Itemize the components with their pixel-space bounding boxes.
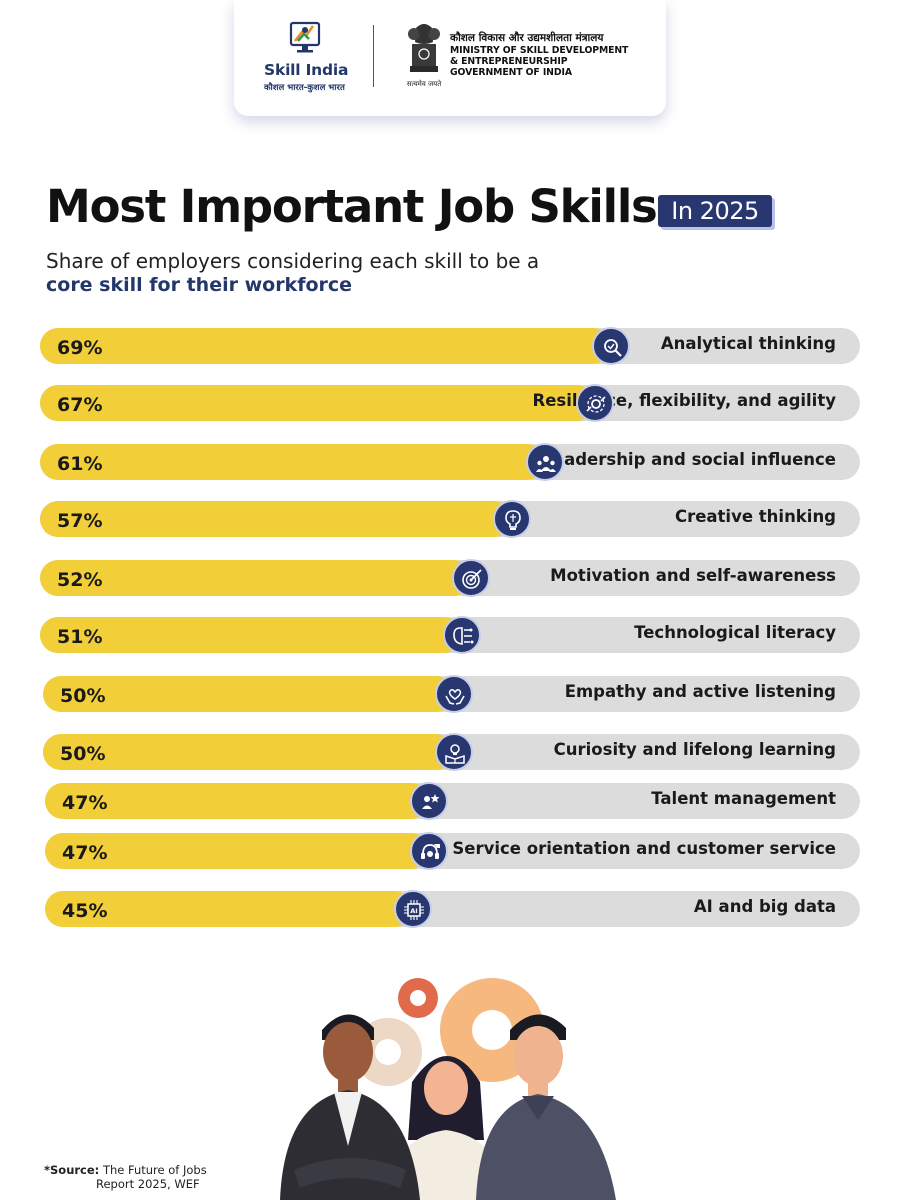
bar-category-label: Talent management — [651, 789, 836, 808]
ai-chip-icon: AI — [393, 890, 432, 928]
magnifier-brain-icon — [592, 327, 631, 365]
people-with-gears-illustration — [280, 978, 616, 1200]
skill-india-logo: Skill India कौशल भारत-कुशल भारत — [256, 20, 356, 100]
bar-fill — [40, 501, 512, 537]
svg-text:AI: AI — [410, 907, 417, 915]
bar-fill — [45, 833, 430, 869]
man-left-figure — [280, 1014, 420, 1200]
small-red-gear-icon — [398, 978, 438, 1018]
bar-fill — [40, 444, 546, 480]
book-lightbulb-icon — [435, 733, 473, 771]
target-arrow-icon — [451, 559, 490, 597]
bar-fill — [43, 676, 454, 712]
bar-category-label: Creative thinking — [674, 507, 836, 526]
chart-subtitle-line-2: core skill for their workforce — [46, 274, 353, 296]
bar-fill — [43, 734, 454, 770]
bar-value-label: 61% — [57, 453, 103, 475]
chart-subtitle-line-1: Share of employers considering each skil… — [46, 249, 540, 273]
source-prefix: *Source: — [44, 1163, 100, 1177]
header-divider — [373, 25, 374, 87]
ministry-name-line-1: MINISTRY OF SKILL DEVELOPMENT — [450, 45, 629, 56]
ministry-name-hindi: कौशल विकास और उद्यमशीलता मंत्रालय — [450, 32, 604, 44]
bar-row: 50% Curiosity and lifelong learning — [43, 733, 860, 771]
chart-title: Most Important Job Skills — [46, 180, 658, 233]
bar-row: 50% Empathy and active listening — [43, 675, 860, 713]
bar-value-label: 51% — [57, 626, 103, 648]
bar-fill — [40, 560, 471, 596]
bar-row: 67% Resilience, flexibility, and agility — [40, 384, 860, 422]
bar-row: 51% Technological literacy — [40, 616, 860, 654]
bar-row: 45% AI and big data AI — [45, 890, 860, 928]
bar-value-label: 45% — [62, 900, 108, 922]
bar-category-label: Motivation and self-awareness — [550, 566, 836, 585]
bar-row: 52% Motivation and self-awareness — [40, 559, 860, 597]
ministry-name-line-3: GOVERNMENT OF INDIA — [450, 67, 572, 78]
emblem-motto: सत्यमेव जयते — [406, 80, 442, 88]
header-card: Skill India कौशल भारत-कुशल भारत सत्यमेव … — [234, 0, 666, 116]
skill-india-tagline: कौशल भारत-कुशल भारत — [264, 83, 345, 93]
circuit-brain-icon — [443, 616, 482, 654]
bar-value-label: 69% — [57, 337, 103, 359]
bar-category-label: AI and big data — [693, 897, 836, 916]
bar-category-label: Service orientation and customer service — [452, 839, 836, 858]
source-note: *Source: The Future of Jobs Report 2025,… — [44, 1163, 244, 1191]
bar-fill — [40, 617, 463, 653]
man-right-figure — [476, 1014, 616, 1200]
bar-category-label: Analytical thinking — [660, 334, 836, 353]
bar-fill — [40, 385, 595, 421]
team-leader-icon — [526, 443, 565, 481]
skill-india-monitor-icon — [289, 21, 321, 53]
bar-value-label: 67% — [57, 394, 103, 416]
bar-fill — [45, 891, 413, 927]
bar-value-label: 52% — [57, 569, 103, 591]
bar-category-label: Technological literacy — [634, 623, 836, 642]
bar-value-label: 50% — [60, 685, 106, 707]
bar-value-label: 50% — [60, 743, 106, 765]
gear-arrows-icon — [575, 384, 614, 422]
ministry-name: कौशल विकास और उद्यमशीलता मंत्रालय MINIST… — [450, 32, 660, 78]
talent-star-icon — [410, 782, 449, 820]
source-line-1: The Future of Jobs — [102, 1163, 207, 1177]
bar-row: 47% Talent management — [45, 782, 860, 820]
skill-india-name: Skill India — [264, 61, 349, 79]
bar-category-label: Empathy and active listening — [564, 682, 836, 701]
hands-heart-icon — [435, 675, 473, 713]
bar-category-label: Leadership and social influence — [542, 450, 836, 469]
bar-fill — [40, 328, 612, 364]
bar-value-label: 47% — [62, 842, 108, 864]
ministry-name-line-2: & ENTREPRENEURSHIP — [450, 56, 568, 67]
bar-row: 69% Analytical thinking — [40, 327, 860, 365]
national-emblem: सत्यमेव जयते — [402, 20, 446, 92]
ashoka-emblem-icon — [408, 24, 440, 72]
source-line-2: Report 2025, WEF — [96, 1177, 200, 1191]
lightbulb-brain-icon — [492, 500, 531, 538]
bar-fill — [45, 783, 430, 819]
bar-row: 57% Creative thinking — [40, 500, 860, 538]
bar-value-label: 57% — [57, 510, 103, 532]
bar-row: 61% Leadership and social influence — [40, 443, 860, 481]
bar-value-label: 47% — [62, 792, 108, 814]
year-badge: In 2025 — [658, 195, 772, 227]
customer-support-icon — [410, 832, 449, 870]
bar-category-label: Curiosity and lifelong learning — [553, 740, 836, 759]
bar-row: 47% Service orientation and customer serv… — [45, 832, 860, 870]
